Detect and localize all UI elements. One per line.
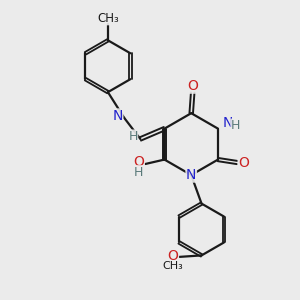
Text: N: N — [223, 116, 233, 130]
Text: O: O — [167, 249, 178, 263]
Text: CH₃: CH₃ — [97, 12, 119, 25]
Text: CH₃: CH₃ — [163, 261, 183, 271]
Text: H: H — [134, 166, 143, 179]
Text: N: N — [186, 168, 196, 182]
Text: N: N — [112, 109, 123, 123]
Text: O: O — [134, 155, 144, 169]
Text: H: H — [231, 119, 240, 132]
Text: O: O — [238, 155, 249, 170]
Text: O: O — [187, 79, 198, 93]
Text: H: H — [128, 130, 138, 143]
